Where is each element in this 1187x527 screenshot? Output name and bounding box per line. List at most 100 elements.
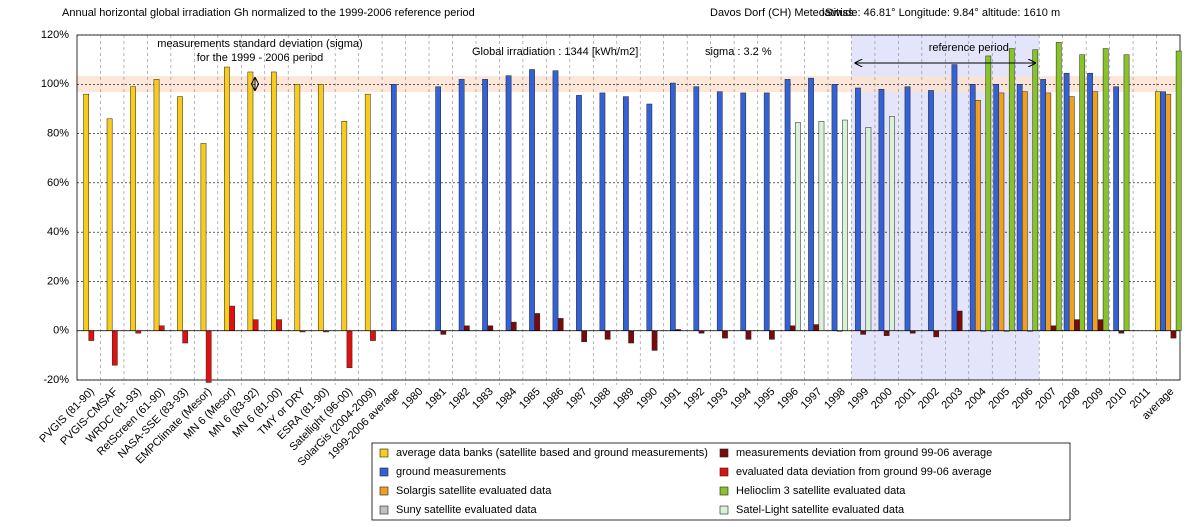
bar <box>993 84 1000 331</box>
legend-swatch <box>719 505 729 515</box>
bar <box>581 330 588 343</box>
bar <box>346 330 353 368</box>
y-tick-label: 0% <box>53 325 69 337</box>
bar <box>604 330 611 340</box>
bar <box>628 330 634 344</box>
bar <box>998 92 1005 331</box>
bar <box>1175 50 1182 331</box>
bar <box>1113 86 1119 331</box>
x-tick-label: 1980 <box>400 386 426 412</box>
bar <box>722 330 728 339</box>
bar <box>130 86 136 331</box>
bar <box>224 66 230 331</box>
bar <box>1160 91 1166 331</box>
bar <box>716 91 723 331</box>
sigma-band <box>77 76 1180 92</box>
bar <box>205 330 212 383</box>
bar <box>1068 96 1075 331</box>
legend-label: Solargis satellite evaluated data <box>396 485 552 497</box>
bar <box>482 79 488 331</box>
x-tick-label: 2008 <box>1057 386 1083 412</box>
x-tick-label: 1985 <box>517 386 543 412</box>
x-tick-label: 2009 <box>1080 386 1106 412</box>
bar <box>341 121 348 331</box>
legend-swatch <box>379 467 389 477</box>
x-tick-label: 1982 <box>447 386 473 412</box>
bar <box>505 75 512 331</box>
legend-swatch <box>379 486 389 496</box>
bar <box>646 103 653 331</box>
x-tick-label: 1998 <box>822 386 848 412</box>
bar <box>698 330 705 334</box>
y-tick-label: 40% <box>47 226 69 238</box>
chart-title: Annual horizontal global irradiation Gh … <box>62 7 475 19</box>
bar <box>182 330 189 344</box>
y-tick-label: 100% <box>41 78 69 90</box>
bar <box>1087 72 1093 331</box>
x-tick-label: 2000 <box>869 386 895 412</box>
bar <box>153 79 160 331</box>
bar <box>458 79 465 331</box>
bar <box>795 122 801 331</box>
bar <box>111 330 118 366</box>
bar <box>135 330 142 334</box>
bar <box>317 84 324 331</box>
legend-label: ground measurements <box>396 466 507 478</box>
bar <box>440 330 447 335</box>
x-tick-label: 1987 <box>564 386 590 412</box>
x-tick-label: 1988 <box>587 386 613 412</box>
bar <box>1097 319 1104 331</box>
bar <box>1008 48 1015 331</box>
legend-swatch <box>719 486 729 496</box>
y-tick-label: 120% <box>41 29 69 41</box>
bar <box>740 92 747 331</box>
bar <box>1050 325 1057 331</box>
x-tick-label: 2002 <box>916 386 942 412</box>
bar <box>855 87 861 331</box>
bar <box>1170 330 1177 339</box>
bar <box>435 86 442 331</box>
bar <box>883 330 890 336</box>
bar <box>1118 330 1125 334</box>
annotation: for the 1999 - 2006 period <box>197 52 324 64</box>
bar <box>1123 54 1130 331</box>
bar <box>969 84 976 331</box>
y-tick-label: 20% <box>47 275 69 287</box>
bar <box>1063 72 1070 331</box>
legend-label: evaluated data deviation from ground 99-… <box>736 466 992 478</box>
bar <box>904 86 911 331</box>
bar <box>813 324 820 331</box>
bar <box>557 318 564 331</box>
bar <box>763 92 770 331</box>
x-tick-label: 1994 <box>728 386 754 412</box>
bar <box>818 121 825 331</box>
bar <box>1040 79 1046 331</box>
bar <box>745 330 752 340</box>
legend-label: Suny satellite evaluated data <box>396 504 538 516</box>
bar <box>487 325 494 331</box>
bar <box>975 100 981 331</box>
bar <box>463 325 470 331</box>
chart-subtitle: Davos Dorf (CH) MeteoSwiss <box>710 7 854 19</box>
bar <box>1016 84 1023 331</box>
location: latitude: 46.81° Longitude: 9.84° altitu… <box>822 7 1060 19</box>
bar <box>909 330 916 334</box>
bar <box>1079 54 1086 331</box>
bar <box>808 77 814 331</box>
annotation: measurements standard deviation (sigma) <box>157 38 362 50</box>
bar <box>534 313 541 331</box>
x-tick-label: 2005 <box>986 386 1012 412</box>
bar <box>651 330 658 351</box>
bar <box>88 330 95 341</box>
bar <box>252 319 259 331</box>
bar <box>1022 91 1028 331</box>
legend-swatch <box>379 505 389 515</box>
bar <box>370 330 376 341</box>
bar <box>769 330 775 340</box>
bar <box>842 119 848 331</box>
x-tick-label: 2001 <box>892 386 918 412</box>
x-tick-label: 2004 <box>963 386 989 412</box>
bar <box>529 69 535 331</box>
bar <box>928 90 934 331</box>
